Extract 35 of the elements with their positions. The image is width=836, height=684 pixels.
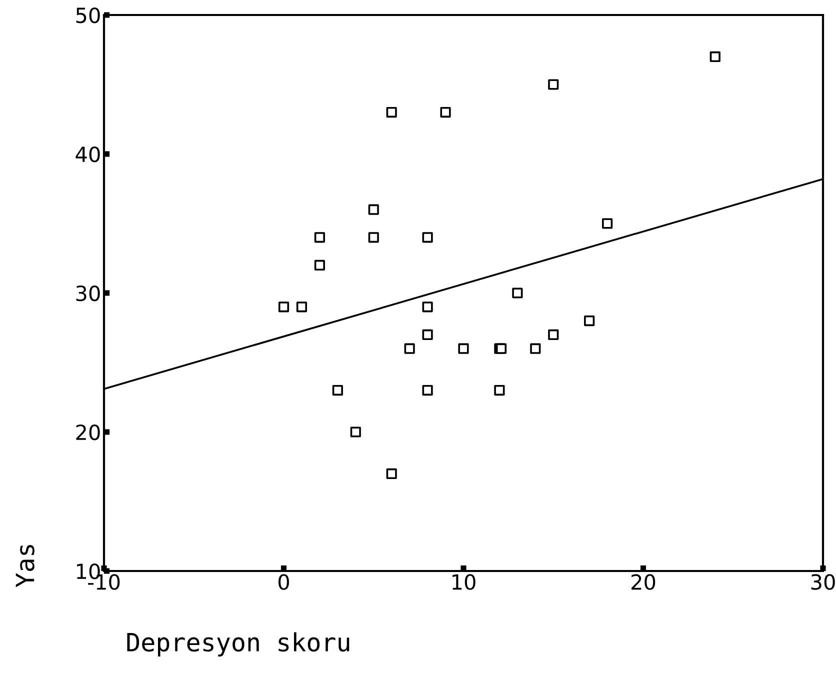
point [404, 343, 415, 354]
x-tick-label: 20 [632, 574, 656, 590]
x-tick-label: 0 [278, 574, 289, 590]
x-tick-label: 30 [811, 574, 835, 590]
y-tick-label: 40 [76, 146, 100, 162]
point [296, 302, 308, 312]
point [548, 329, 559, 340]
x-axis-title: Depresyon skoru [127, 632, 350, 656]
point [602, 218, 613, 229]
y-axis-title: Yas [16, 545, 34, 588]
point [584, 316, 595, 326]
point [368, 204, 379, 215]
point [548, 79, 559, 90]
point [512, 288, 523, 298]
x-tick-label: 10 [452, 574, 476, 590]
point [710, 51, 720, 62]
point [314, 260, 325, 270]
point [386, 107, 397, 118]
point [332, 385, 343, 396]
point [422, 232, 433, 243]
point [278, 302, 290, 312]
point [314, 232, 325, 243]
point [386, 468, 397, 479]
point [458, 343, 469, 354]
point [368, 232, 379, 243]
point [494, 385, 505, 396]
y-tick-label: 50 [76, 7, 100, 24]
y-tick-label: 20 [76, 424, 100, 440]
point [440, 107, 451, 118]
point [422, 329, 433, 340]
point [422, 385, 433, 396]
point [350, 426, 361, 438]
point [530, 343, 541, 354]
y-tick-label: 30 [76, 285, 100, 302]
point [422, 302, 433, 312]
